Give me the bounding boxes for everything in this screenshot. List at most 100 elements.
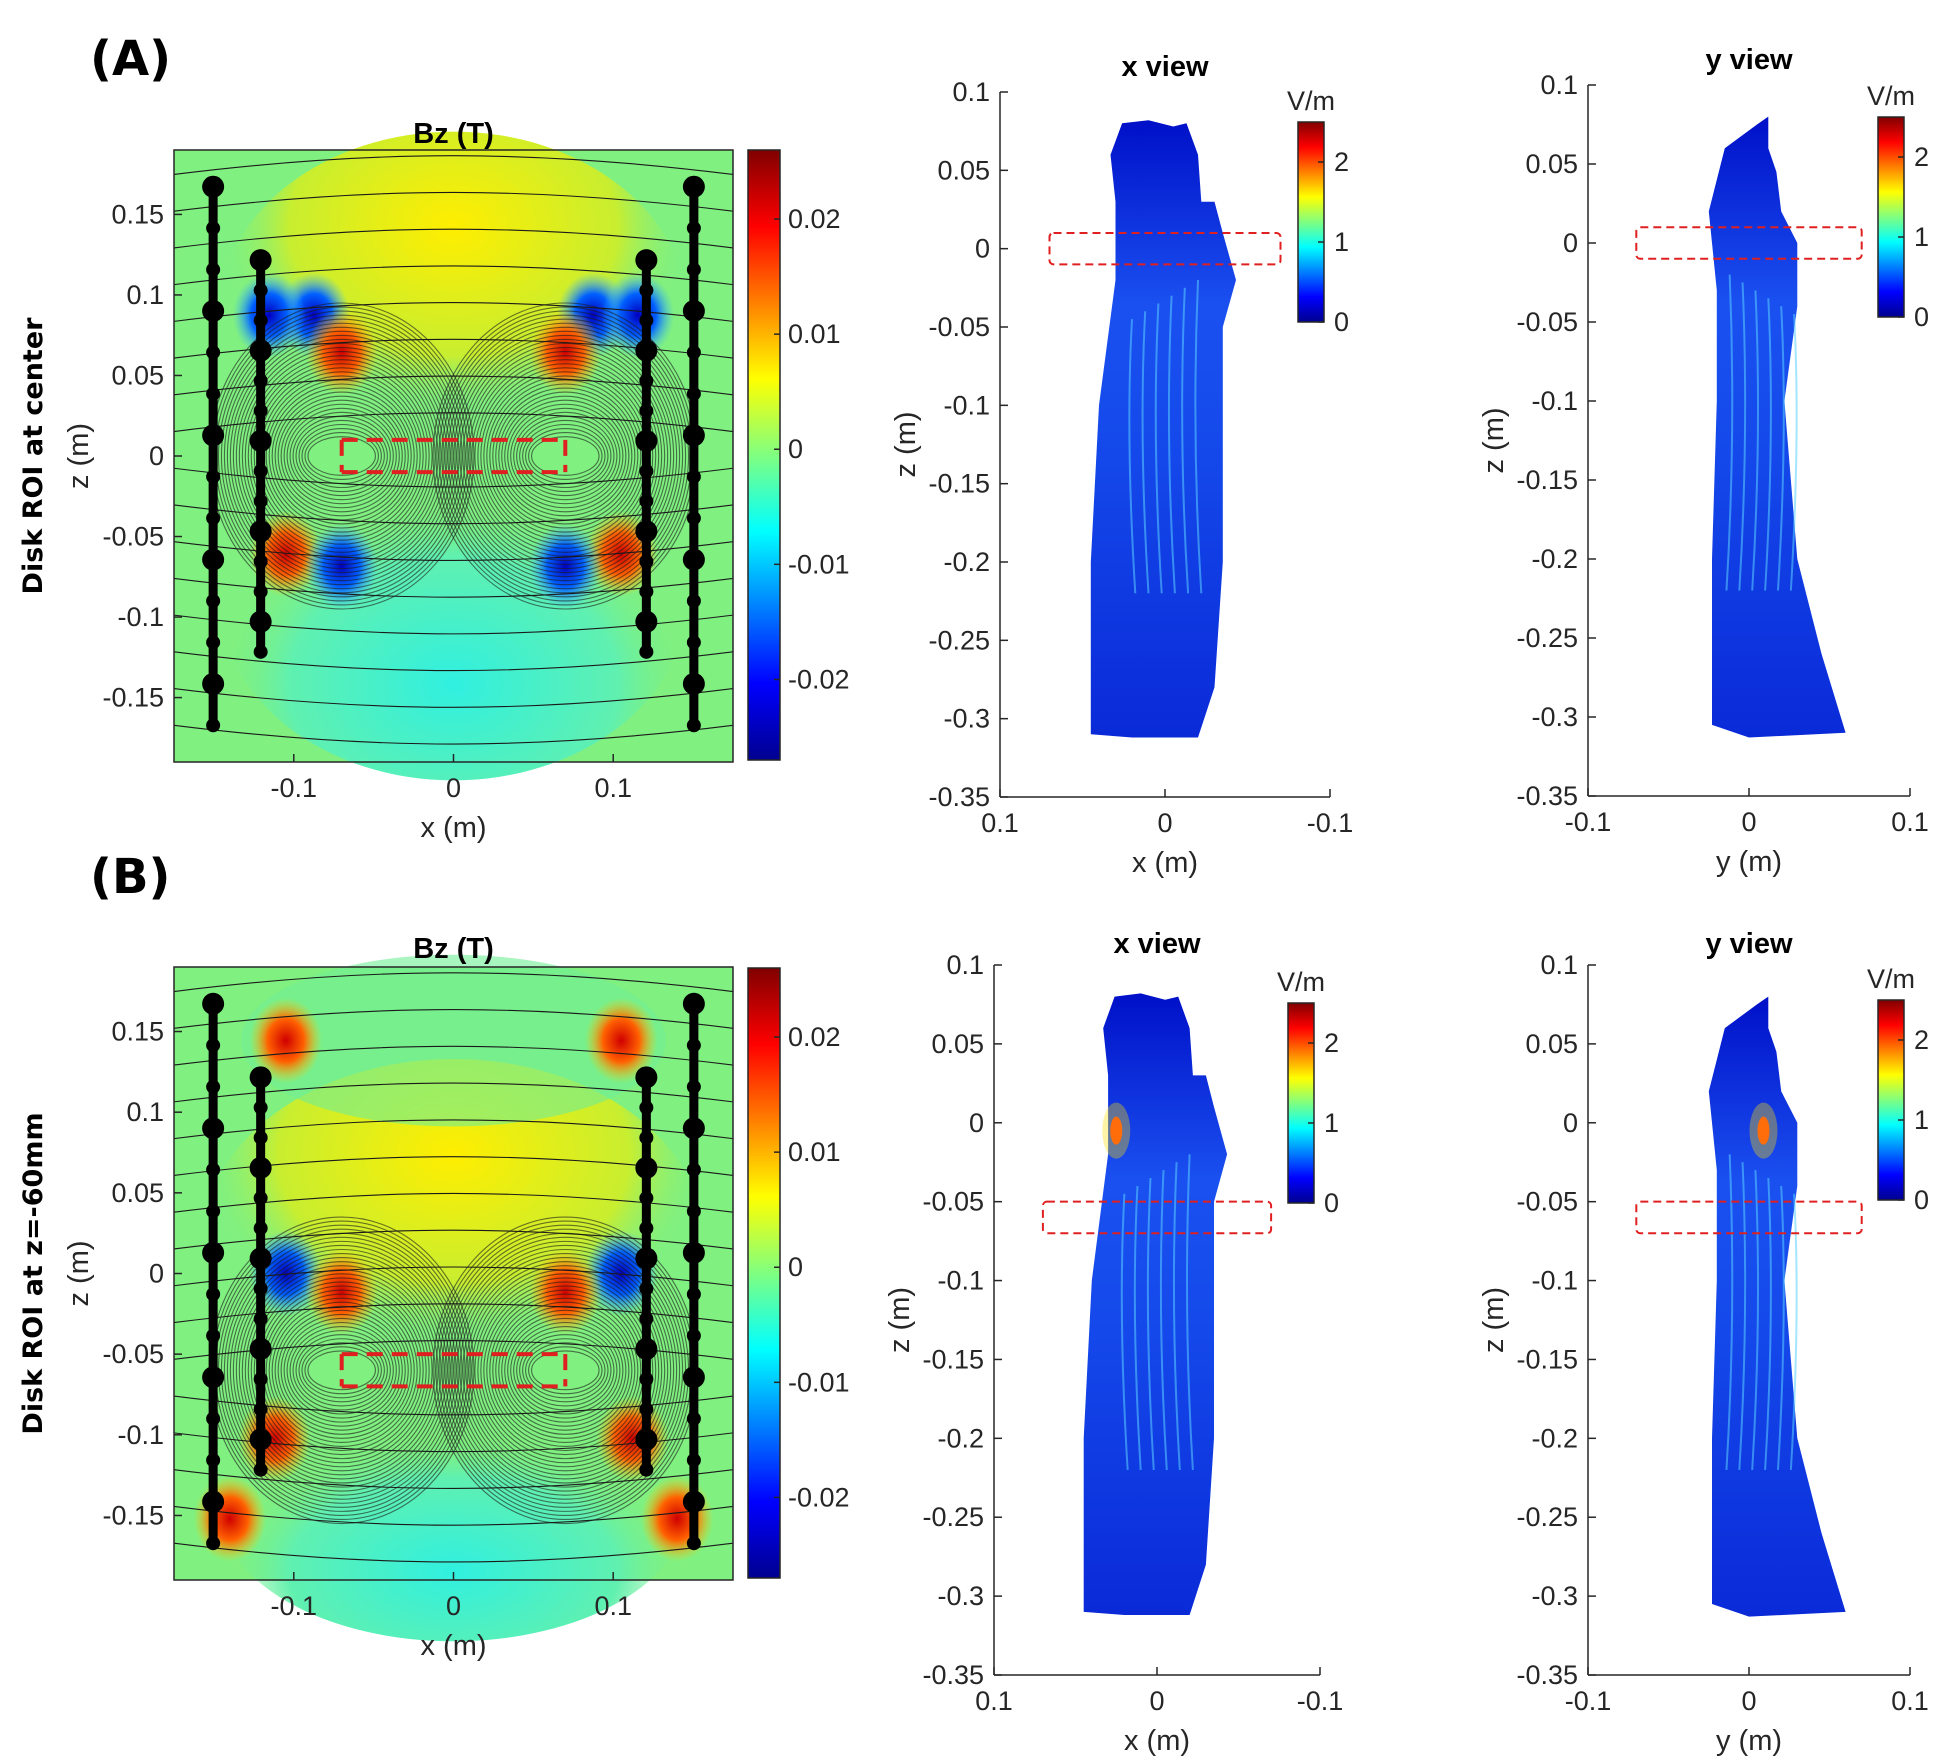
x-axis-label: y (m): [1716, 846, 1782, 878]
positive-field-region: [218, 131, 689, 499]
contour-line: [441, 314, 690, 598]
x-tick-label: -0.1: [1565, 807, 1612, 837]
coil-turn: [206, 221, 221, 236]
hot-spot-halo: [1749, 1102, 1778, 1159]
contour-line: [307, 1350, 376, 1391]
y-tick-label: 0.05: [1525, 149, 1578, 179]
coil-turn: [635, 1428, 658, 1451]
coil-turn: [682, 424, 705, 447]
arm-surface: [1090, 120, 1236, 738]
hot-spot: [1110, 1116, 1123, 1145]
coil-turn: [253, 1402, 268, 1417]
contour-line: [217, 314, 466, 598]
contour-line: [173, 1009, 734, 1029]
contour-line: [462, 342, 669, 570]
coil-turn: [682, 1117, 705, 1140]
contour-line: [459, 338, 672, 574]
contour-line: [307, 436, 376, 476]
contour-line: [456, 334, 675, 578]
coil-turn: [206, 1453, 221, 1468]
contour-line: [298, 423, 385, 489]
colorbar-label: V/m: [1867, 81, 1915, 111]
contour-line: [238, 342, 445, 570]
y-tick-label: 0: [1563, 228, 1578, 258]
contour-line: [271, 387, 412, 525]
contour-line: [238, 1257, 445, 1484]
coil-turn: [249, 610, 272, 633]
coil-turn: [639, 373, 654, 388]
contour-line: [173, 1395, 734, 1416]
coil-turn: [206, 635, 221, 650]
coil-turn: [639, 1372, 654, 1387]
y-tick-label: -0.05: [928, 312, 990, 342]
coil-turn: [206, 262, 221, 277]
panel-label: (A): [90, 31, 171, 87]
coil-turn: [253, 1191, 268, 1206]
x-tick-label: 0.1: [981, 808, 1019, 838]
coil-turn: [686, 1328, 701, 1343]
cold-spot: [232, 272, 306, 359]
contour-line: [507, 403, 624, 509]
y-axis-label: z (m): [884, 1287, 916, 1353]
plot-title: y view: [1705, 44, 1792, 76]
coil-turn: [253, 313, 268, 328]
coil-turn: [686, 262, 701, 277]
field-region: [241, 954, 666, 1127]
efield-colorbar: V/m 2 1 0: [1867, 964, 1929, 1215]
contour-line: [492, 383, 639, 529]
coil-turn: [686, 1204, 701, 1219]
hot-spot: [584, 997, 658, 1084]
arm-surface: [1083, 993, 1228, 1615]
y-tick-label: 0.1: [946, 950, 984, 980]
y-axis-label: z (m): [63, 1240, 95, 1306]
coil-turn: [253, 584, 268, 599]
coil-turn: [253, 373, 268, 388]
coil-turn: [249, 429, 272, 452]
field-streak: [1751, 290, 1760, 591]
coil-turn: [206, 593, 221, 608]
contour-line: [265, 379, 418, 533]
y-tick-label: -0.05: [922, 1187, 984, 1217]
x-axis-label: x (m): [1124, 1725, 1190, 1757]
coil-turn: [249, 1156, 272, 1179]
roi-box: [339, 1352, 568, 1389]
contour-line: [235, 338, 448, 574]
contour-line: [268, 383, 415, 529]
coil-turn: [206, 1162, 221, 1177]
coil-turn: [686, 1411, 701, 1426]
y-tick-label: -0.15: [102, 683, 164, 713]
contour-line: [495, 1301, 636, 1439]
coil-turn: [249, 520, 272, 543]
coil-turn: [249, 1337, 272, 1360]
hot-spot: [640, 1475, 714, 1562]
y-tick-label: 0: [149, 1259, 164, 1289]
plot-title: Bz (T): [413, 933, 494, 965]
coil-turn: [686, 221, 701, 236]
y-tick-label: 0: [149, 441, 164, 471]
contour-line: [173, 1542, 734, 1563]
contour-line: [528, 1346, 603, 1395]
colorbar-tick-label: 0.01: [788, 319, 841, 349]
contour-line: [474, 359, 657, 553]
hot-spot: [249, 997, 323, 1084]
x-view-plot: 0.1 0.05 0 -0.05 -0.1 -0.15 -0.2 -0.25 -0.3 -0.35…: [884, 928, 1343, 1757]
field-streak: [1776, 1185, 1785, 1470]
y-tick-label: 0.1: [126, 280, 164, 310]
y-axis-label: z (m): [1478, 407, 1510, 473]
coil-turn: [639, 644, 654, 659]
colorbar-tick-label: -0.01: [788, 1367, 850, 1397]
contour-line: [465, 1261, 666, 1480]
contour-line: [516, 1330, 615, 1411]
x-tick-label: 0: [1149, 1686, 1164, 1716]
coil-turn: [206, 469, 221, 484]
roi-box: [339, 437, 568, 475]
colorbar-gradient: [747, 149, 781, 761]
contour-line: [528, 432, 603, 480]
contour-line: [519, 1334, 612, 1407]
coil-turn: [202, 992, 225, 1015]
x-tick-label: 0.1: [1891, 1686, 1929, 1716]
coil-turn: [682, 1241, 705, 1264]
y-tick-label: 0.1: [1540, 70, 1578, 100]
colorbar-tick-label: -0.01: [788, 549, 850, 579]
coil-turn: [206, 1204, 221, 1219]
